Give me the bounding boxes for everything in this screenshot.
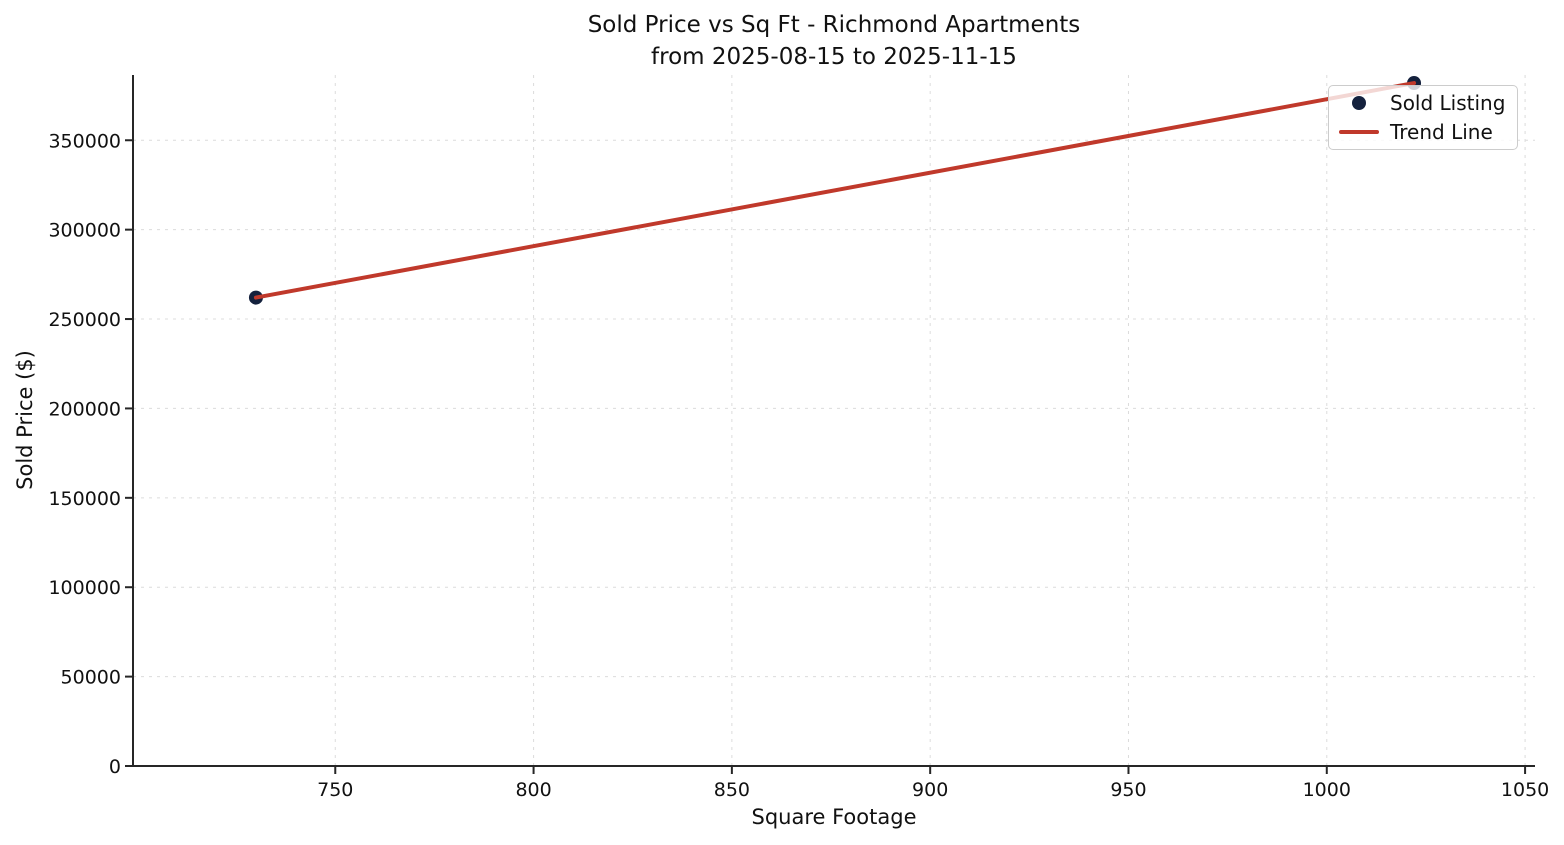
chart-title-block: Sold Price vs Sq Ft - Richmond Apartment…: [588, 9, 1081, 73]
chart-subtitle: from 2025-08-15 to 2025-11-15: [651, 44, 1017, 70]
legend-label: Trend Line: [1390, 120, 1493, 145]
x-tick-label: 750: [317, 779, 353, 801]
y-tick-label: 50000: [61, 667, 121, 689]
y-tick-label: 150000: [48, 488, 121, 510]
scatter-marker-icon: [1352, 95, 1366, 110]
x-tick-label: 850: [714, 779, 750, 801]
line-marker-icon: [1339, 130, 1379, 135]
x-axis-label: Square Footage: [751, 805, 917, 829]
legend-entry-trend-line: Trend Line: [1329, 118, 1517, 148]
x-tick-label: 900: [912, 779, 948, 801]
legend-marker-cell: [1337, 95, 1381, 110]
x-tick-label: 800: [515, 779, 551, 801]
legend: Sold Listing Trend Line: [1328, 85, 1518, 150]
x-tick-label: 950: [1110, 779, 1146, 801]
y-tick-label: 250000: [48, 309, 121, 331]
y-tick-label: 300000: [48, 220, 121, 242]
y-axis-label: Sold Price ($): [13, 350, 37, 490]
x-tick-label: 1050: [1501, 779, 1549, 801]
legend-marker-cell: [1337, 130, 1381, 135]
legend-label: Sold Listing: [1390, 90, 1506, 115]
chart-title: Sold Price vs Sq Ft - Richmond Apartment…: [587, 12, 1081, 38]
y-tick-label: 0: [109, 756, 121, 778]
y-tick-label: 350000: [48, 130, 121, 152]
legend-entry-sold-listing: Sold Listing: [1329, 88, 1517, 118]
trend-line: [253, 81, 1417, 300]
x-tick-label: 1000: [1303, 779, 1351, 801]
y-tick-label: 100000: [48, 577, 121, 599]
y-tick-label: 200000: [48, 398, 121, 420]
